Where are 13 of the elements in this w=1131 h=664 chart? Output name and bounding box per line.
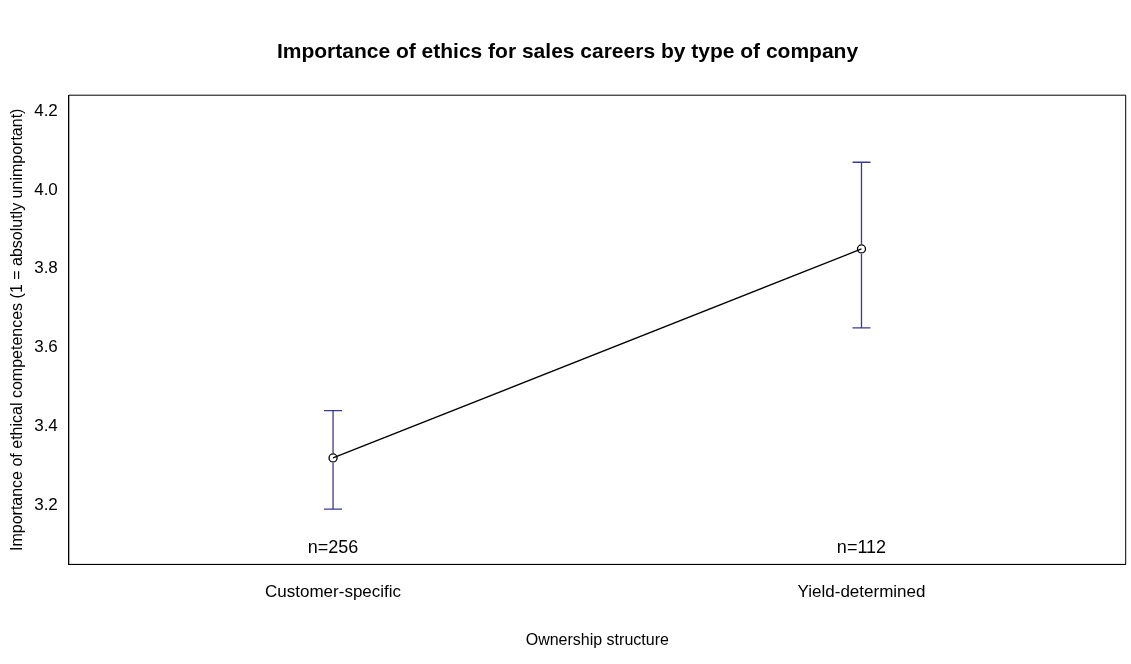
annotation: n=256 <box>307 537 359 558</box>
y-tick-label: 3.6 <box>34 337 58 357</box>
y-tick-label: 3.4 <box>34 416 58 436</box>
y-tick-label: 4.0 <box>34 179 58 199</box>
x-tick-label: Customer-specific <box>265 582 402 602</box>
annotation: n=112 <box>836 537 887 558</box>
x-tick-label: Yield-determined <box>797 582 926 602</box>
y-tick-label: 3.8 <box>34 258 58 278</box>
chart-title: Importance of ethics for sales careers by type of company <box>276 39 859 63</box>
y-tick-label: 3.2 <box>34 494 58 514</box>
y-axis-title: Importance of ethical competences (1 = absolutly unimportant) <box>8 108 26 552</box>
y-tick-label: 4.2 <box>34 100 58 120</box>
x-axis-title: Ownership structure <box>525 630 669 648</box>
